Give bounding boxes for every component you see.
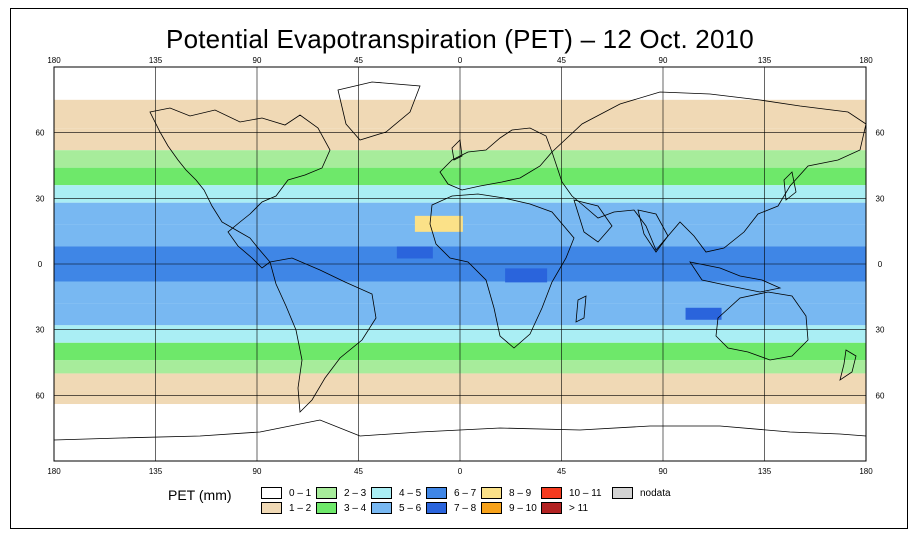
map-border: [53, 66, 867, 462]
legend-label: 1 – 2: [289, 502, 312, 514]
lon-tick-label-bottom: 45: [354, 467, 363, 476]
legend-swatch: [541, 502, 562, 514]
legend-label: 9 – 10: [509, 502, 537, 514]
lon-tick-label-top: 135: [149, 56, 163, 65]
legend-item: nodata: [612, 486, 671, 500]
legend-label: 8 – 9: [509, 487, 532, 499]
lon-tick-label-bottom: 90: [253, 467, 262, 476]
legend-label: nodata: [640, 487, 671, 499]
legend-swatch: [316, 487, 337, 499]
pet-patch: [396, 246, 433, 259]
lon-tick-label-top: 90: [659, 56, 668, 65]
lat-tick-label-left: 60: [36, 391, 45, 400]
lon-tick-label-bottom: 135: [758, 467, 772, 476]
pet-patch: [414, 215, 463, 232]
lon-tick-label-top: 0: [458, 56, 463, 65]
legend-swatch: [371, 487, 392, 499]
lon-tick-label-bottom: 45: [557, 467, 566, 476]
legend-item: 8 – 9: [481, 486, 531, 500]
legend-item: 9 – 10: [481, 501, 537, 515]
legend-swatch: [316, 502, 337, 514]
lon-tick-label-top: 135: [758, 56, 772, 65]
lat-tick-label-left: 30: [36, 194, 45, 203]
legend-item: > 11: [541, 501, 588, 515]
lon-tick-label-bottom: 90: [659, 467, 668, 476]
legend-label: 6 – 7: [454, 487, 477, 499]
legend-label: 5 – 6: [399, 502, 422, 514]
legend-swatch: [261, 502, 282, 514]
lon-tick-label-top: 45: [557, 56, 566, 65]
legend-swatch: [612, 487, 633, 499]
legend-item: 4 – 5: [371, 486, 421, 500]
figure-frame: [10, 8, 908, 529]
lon-tick-label-bottom: 0: [458, 467, 463, 476]
lon-tick-label-bottom: 135: [149, 467, 163, 476]
lat-tick-label-right: 60: [876, 391, 885, 400]
lat-tick-label-left: 60: [36, 129, 45, 138]
lon-tick-label-top: 45: [354, 56, 363, 65]
lon-tick-label-top: 90: [253, 56, 262, 65]
legend-item: 6 – 7: [426, 486, 476, 500]
legend-label: 4 – 5: [399, 487, 422, 499]
legend-item: 5 – 6: [371, 501, 421, 515]
lat-tick-label-right: 0: [878, 260, 883, 269]
legend-swatch: [426, 502, 447, 514]
legend-item: 1 – 2: [261, 501, 311, 515]
lat-tick-label-left: 0: [38, 260, 43, 269]
map-title: Potential Evapotranspiration (PET) – 12 …: [166, 24, 754, 54]
lon-tick-label-bottom: 180: [47, 467, 61, 476]
pet-patch: [505, 268, 548, 283]
legend-label: 2 – 3: [344, 487, 367, 499]
lat-tick-label-right: 30: [876, 326, 885, 335]
legend-swatch: [481, 502, 502, 514]
legend-item: 2 – 3: [316, 486, 366, 500]
legend-label: > 11: [569, 502, 588, 514]
lat-tick-label-right: 60: [876, 129, 885, 138]
legend-item: 7 – 8: [426, 501, 476, 515]
legend-label: 7 – 8: [454, 502, 477, 514]
axis-ticks: 180 180 135 135 90 90 45 45 0 0 45 45 90 90 135 135 180 1…: [36, 56, 885, 476]
legend-swatch: [541, 487, 562, 499]
legend-swatch: [261, 487, 282, 499]
legend-label: 3 – 4: [344, 502, 367, 514]
legend-item: 3 – 4: [316, 501, 366, 515]
lon-tick-label-top: 180: [859, 56, 873, 65]
legend-label: 10 – 11: [569, 487, 602, 499]
lon-tick-label-top: 180: [47, 56, 61, 65]
legend-swatch: [481, 487, 502, 499]
lat-tick-label-left: 30: [36, 326, 45, 335]
legend-item: 10 – 11: [541, 486, 602, 500]
legend-swatch: [426, 487, 447, 499]
lat-tick-label-right: 30: [876, 194, 885, 203]
lon-tick-label-bottom: 180: [859, 467, 873, 476]
legend-title: PET (mm): [168, 487, 232, 503]
legend-label: 0 – 1: [289, 487, 312, 499]
legend-swatch: [371, 502, 392, 514]
legend-item: 0 – 1: [261, 486, 311, 500]
pet-patch: [685, 307, 722, 320]
